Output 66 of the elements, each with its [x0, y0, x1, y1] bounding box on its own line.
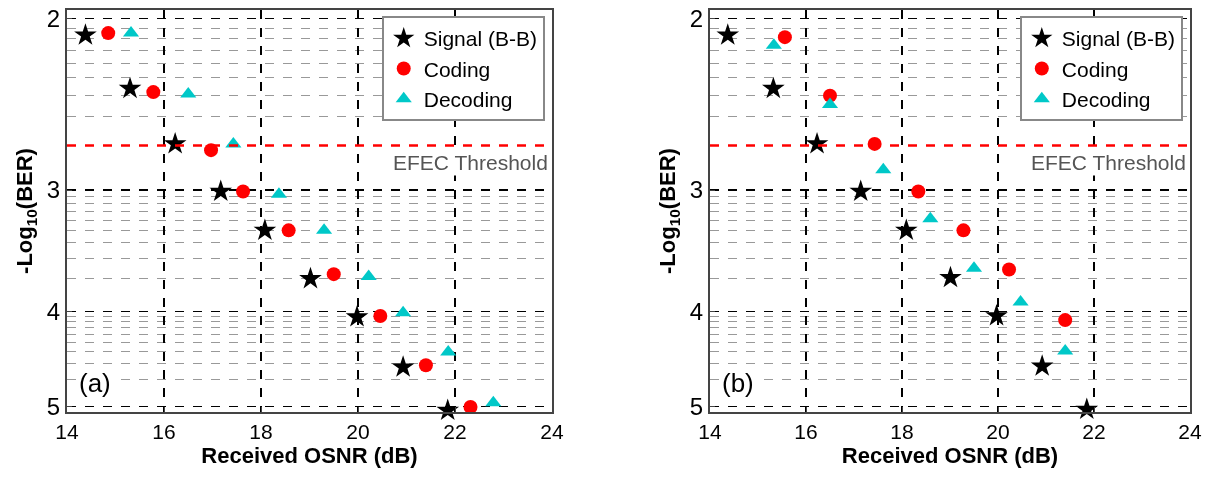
y-tick-label: 2 [689, 4, 704, 32]
y-tick-label: 4 [46, 298, 61, 326]
point [985, 304, 1008, 326]
x-tick-label: 20 [346, 420, 370, 444]
point [101, 26, 116, 41]
x-tick-label: 14 [698, 420, 722, 444]
x-tick-label: 16 [794, 420, 818, 444]
point [762, 76, 785, 99]
point [345, 305, 369, 327]
legend-label: Signal (B-B) [1061, 27, 1175, 51]
point [209, 179, 233, 202]
ref-line-label: EFEC Threshold [393, 151, 548, 174]
y-tick-label: 2 [46, 4, 61, 32]
x-tick-label: 22 [443, 420, 467, 444]
y-tick-label: 5 [689, 392, 704, 420]
point [74, 23, 97, 45]
x-tick-label: 14 [55, 420, 79, 444]
legend-label: Coding [423, 57, 491, 81]
x-tick-label: 18 [890, 420, 914, 444]
legend-label: Decoding [423, 87, 513, 111]
x-tick-label: 24 [540, 420, 564, 444]
point [849, 179, 873, 202]
x-tick-label: 24 [1178, 420, 1202, 444]
y-tick-label: 3 [46, 176, 61, 204]
ref-line-label: EFEC Threshold [1031, 151, 1186, 174]
point [204, 143, 219, 158]
x-axis-title: Received OSNR (dB) [841, 443, 1059, 469]
point [299, 266, 322, 289]
point [895, 218, 918, 240]
annotation: (b) [722, 368, 754, 398]
point [236, 184, 251, 199]
point [253, 218, 277, 240]
point [805, 132, 829, 154]
point [956, 223, 971, 238]
point [391, 355, 415, 377]
y-tick-label: 5 [46, 392, 61, 420]
point [418, 358, 433, 373]
point [1030, 354, 1054, 376]
point [118, 76, 142, 99]
x-tick-label: 22 [1082, 420, 1106, 444]
point [777, 30, 792, 45]
point [373, 308, 388, 323]
point [326, 267, 341, 282]
x-tick-label: 16 [152, 420, 176, 444]
x-tick-label: 18 [249, 420, 273, 444]
point [1002, 262, 1017, 277]
legend-label: Signal (B-B) [423, 27, 537, 51]
point [1058, 313, 1073, 328]
y-tick-label: 3 [689, 176, 704, 204]
point [485, 395, 502, 407]
legend-label: Decoding [1061, 87, 1151, 111]
point [146, 85, 161, 100]
x-tick-label: 20 [986, 420, 1010, 444]
legend-label: Coding [1061, 57, 1129, 81]
point [875, 162, 892, 174]
point [163, 132, 187, 154]
point [180, 86, 197, 98]
y-tick-label: 4 [689, 298, 704, 326]
x-axis-title: Received OSNR (dB) [201, 443, 418, 469]
point [395, 305, 412, 317]
point [922, 211, 939, 223]
point [911, 184, 926, 199]
point [281, 223, 296, 238]
annotation: (a) [79, 368, 111, 398]
point [716, 23, 740, 45]
point [939, 265, 962, 288]
